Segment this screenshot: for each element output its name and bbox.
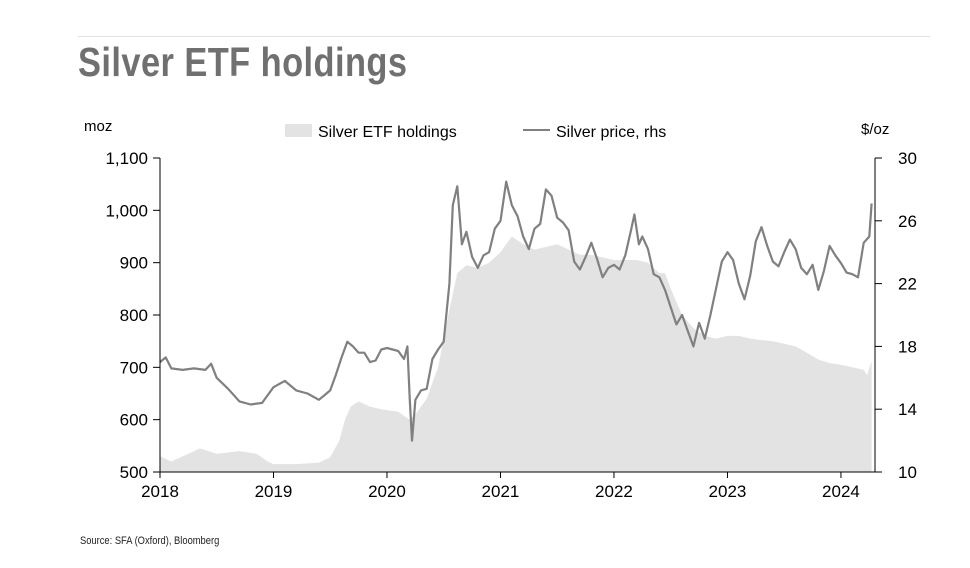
x-tick-label: 2024 [822, 482, 860, 501]
right-tick-label: 22 [898, 275, 917, 294]
chart-title: Silver ETF holdings [78, 39, 408, 85]
x-tick-label: 2018 [141, 482, 179, 501]
x-tick-label: 2021 [482, 482, 520, 501]
left-tick-label: 1,000 [105, 201, 148, 220]
right-tick-label: 10 [898, 463, 917, 482]
chart: 500 600 700 800 900 1,000 1,100 10 14 18 22 26 30 201… [84, 118, 917, 501]
header-rule [78, 36, 930, 37]
right-tick-label: 30 [898, 149, 917, 168]
left-axis-unit: moz [84, 118, 112, 135]
right-axis-unit: $/oz [861, 121, 889, 138]
x-tick-label: 2022 [595, 482, 633, 501]
plot-area [159, 180, 873, 472]
left-tick-label: 900 [120, 254, 148, 273]
left-tick-label: 500 [120, 463, 148, 482]
legend-area-swatch [285, 124, 312, 137]
x-tick-label: 2023 [709, 482, 747, 501]
legend-label-holdings: Silver ETF holdings [318, 124, 457, 141]
left-tick-label: 600 [120, 411, 148, 430]
left-tick-label: 1,100 [105, 149, 148, 168]
x-tick-label: 2019 [255, 482, 293, 501]
axes: 500 600 700 800 900 1,000 1,100 10 14 18 22 26 30 201… [105, 149, 916, 501]
right-tick-label: 26 [898, 212, 917, 231]
legend-label-price: Silver price, rhs [556, 124, 666, 141]
price-line [159, 180, 873, 442]
x-tick-label: 2020 [368, 482, 406, 501]
holdings-area [160, 236, 872, 472]
source-note: Source: SFA (Oxford), Bloomberg [80, 535, 220, 547]
left-tick-label: 800 [120, 306, 148, 325]
right-tick-label: 18 [898, 337, 917, 356]
right-tick-label: 14 [898, 400, 917, 419]
legend: Silver ETF holdings Silver price, rhs [285, 124, 666, 141]
left-tick-label: 700 [120, 358, 148, 377]
